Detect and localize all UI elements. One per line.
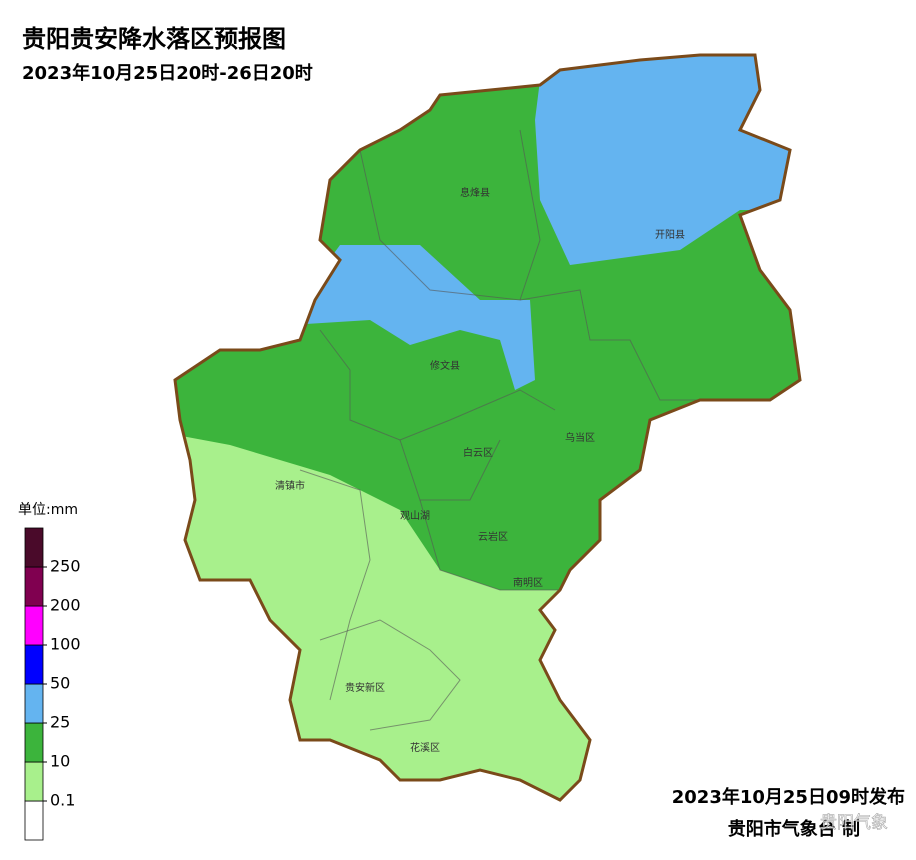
legend-unit: 单位:mm	[18, 502, 78, 518]
district-label: 息烽县	[460, 186, 490, 199]
watermark: 贵阳气象	[820, 813, 888, 833]
subtitle: 2023年10月25日20时-26日20时	[22, 62, 313, 84]
legend-tick-label: 250	[50, 557, 81, 576]
district-label: 贵安新区	[345, 681, 385, 694]
zone-25-50	[535, 55, 800, 265]
district-label: 花溪区	[410, 741, 440, 754]
issued-time: 2023年10月25日09时发布	[672, 786, 905, 808]
legend-swatch	[24, 722, 44, 763]
district-label: 乌当区	[565, 431, 595, 444]
district-label: 云岩区	[478, 530, 508, 543]
legend-swatch	[24, 761, 44, 802]
legend-tick-label: 25	[50, 713, 70, 732]
legend-tick-label: 50	[50, 674, 70, 693]
legend-swatch	[24, 800, 44, 841]
legend-tick-label: 200	[50, 596, 81, 615]
legend-swatch	[24, 644, 44, 685]
legend-swatch	[24, 566, 44, 607]
legend-tick-label: 100	[50, 635, 81, 654]
issuer: 贵阳市气象台 制	[728, 818, 860, 840]
legend-tick-label: 10	[50, 752, 70, 771]
title: 贵阳贵安降水落区预报图	[22, 25, 286, 53]
district-label: 观山湖	[400, 510, 430, 522]
district-label: 开阳县	[655, 229, 685, 241]
district-borders	[299, 129, 700, 731]
legend-swatch	[24, 527, 44, 568]
district-label: 白云区	[463, 446, 493, 459]
legend-tick-label: 0.1	[50, 791, 75, 810]
district-label: 修文县	[430, 359, 460, 372]
district-label: 南明区	[513, 576, 543, 589]
district-label: 清镇市	[275, 479, 305, 492]
legend: 0.1 10 25 50 100 200 250	[24, 527, 81, 841]
district-labels: 息烽县 开阳县 修文县 白云区 乌当区 清镇市 观山湖 云岩区 南明区 贵安新区…	[275, 186, 685, 754]
legend-swatch	[24, 605, 44, 646]
legend-swatch	[24, 683, 44, 724]
zone-25-50	[290, 245, 535, 390]
